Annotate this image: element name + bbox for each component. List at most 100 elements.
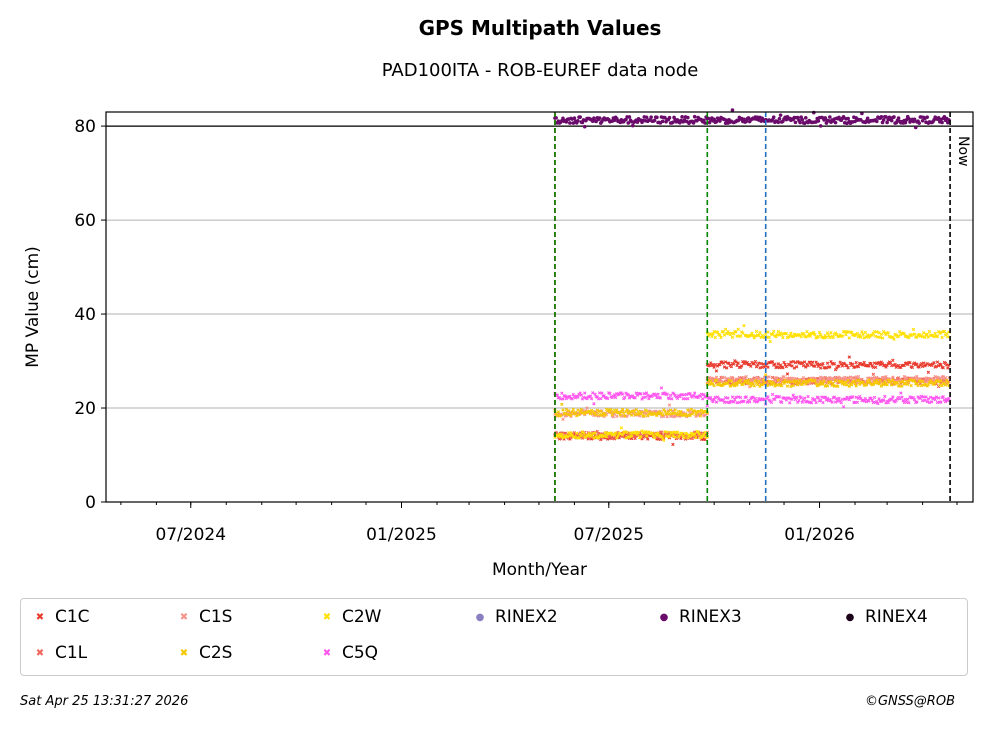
- data-point: [773, 397, 777, 401]
- data-point: [705, 331, 709, 335]
- chart-area: Now 0 20 40 60 80 07/2024 01/2025 07/2025 01/2026…: [23, 108, 974, 580]
- data-point: [761, 378, 766, 383]
- data-point: [726, 396, 730, 400]
- data-point: [634, 391, 638, 395]
- data-point: [867, 364, 871, 368]
- data-point: [795, 115, 800, 120]
- data-point: [736, 361, 740, 365]
- data-point: [697, 409, 701, 414]
- data-point: [863, 330, 868, 335]
- data-point: [750, 331, 754, 335]
- data-point: [665, 392, 669, 396]
- data-point: [672, 430, 676, 434]
- data-point: [899, 391, 903, 395]
- x-tick-label: 07/2024: [155, 525, 226, 545]
- y-tick-label: 60: [74, 211, 96, 231]
- data-point: [940, 335, 944, 340]
- data-point: [862, 360, 866, 365]
- data-point: [626, 393, 630, 397]
- data-point: [798, 378, 802, 382]
- data-point: [809, 363, 814, 367]
- data-point: [609, 408, 613, 412]
- data-point: [839, 362, 843, 366]
- data-point: [576, 118, 580, 123]
- data-point: [613, 395, 618, 400]
- data-point: [715, 330, 720, 335]
- data-point: [925, 332, 929, 336]
- data-point: [587, 409, 592, 414]
- data-point: [737, 375, 742, 380]
- data-point: [788, 363, 792, 367]
- data-point: [697, 432, 701, 436]
- legend-label-rinex3: RINEX3: [679, 607, 742, 627]
- data-point: [936, 376, 941, 380]
- data-point: [915, 400, 919, 404]
- data-point: [854, 395, 858, 399]
- data-point: [802, 379, 807, 384]
- data-point: [652, 118, 657, 123]
- data-point: [585, 406, 589, 410]
- data-point: [873, 365, 878, 369]
- data-point: [649, 115, 653, 119]
- data-point: [876, 401, 880, 406]
- data-point: [851, 395, 855, 399]
- data-point: [667, 434, 672, 438]
- data-point: [702, 432, 706, 437]
- data-point: [702, 118, 706, 123]
- data-point: [898, 396, 902, 401]
- data-point: [877, 361, 881, 365]
- data-point: [718, 362, 722, 367]
- data-point: [560, 432, 564, 437]
- data-point: [753, 396, 758, 401]
- data-point: [625, 430, 629, 435]
- data-point: [907, 335, 911, 340]
- legend-item-rinex2: ● RINEX2: [475, 609, 558, 626]
- data-point: [727, 361, 731, 366]
- data-point: [586, 434, 590, 438]
- data-point: [725, 400, 729, 404]
- series-c2w: [553, 323, 951, 443]
- data-point: [754, 329, 759, 334]
- data-point: [659, 411, 664, 415]
- data-point: [912, 397, 917, 402]
- data-point: [920, 364, 925, 369]
- y-tick-label: 80: [74, 117, 96, 137]
- data-point: [644, 409, 649, 413]
- data-point: [879, 114, 884, 119]
- data-point: [928, 395, 933, 399]
- data-point: [592, 436, 596, 440]
- data-point: [939, 379, 943, 383]
- data-point: [734, 377, 738, 381]
- data-point: [780, 400, 784, 404]
- data-point: [742, 117, 746, 122]
- data-point: [814, 400, 818, 405]
- data-point: [713, 362, 717, 367]
- data-point: [879, 332, 884, 336]
- data-point: [639, 392, 643, 396]
- data-point: [840, 397, 845, 402]
- data-point: [907, 401, 911, 405]
- data-point: [671, 434, 675, 438]
- data-point: [935, 400, 940, 405]
- data-point: [588, 412, 593, 416]
- data-point: [782, 375, 786, 379]
- data-point: [665, 430, 669, 434]
- data-point: [744, 119, 749, 124]
- data-point: [870, 376, 874, 381]
- data-point: [891, 375, 895, 379]
- data-point: [682, 435, 687, 440]
- data-point: [723, 327, 728, 331]
- data-point: [946, 398, 950, 403]
- data-point: [730, 108, 735, 112]
- data-point: [854, 375, 858, 379]
- data-point: [846, 116, 850, 121]
- data-point: [742, 376, 746, 380]
- data-point: [825, 384, 830, 388]
- data-point: [757, 379, 761, 384]
- data-point: [851, 362, 855, 366]
- data-point: [720, 375, 724, 379]
- data-point: [770, 332, 775, 337]
- data-point: [853, 365, 857, 369]
- data-point: [919, 384, 924, 388]
- data-point: [790, 380, 794, 384]
